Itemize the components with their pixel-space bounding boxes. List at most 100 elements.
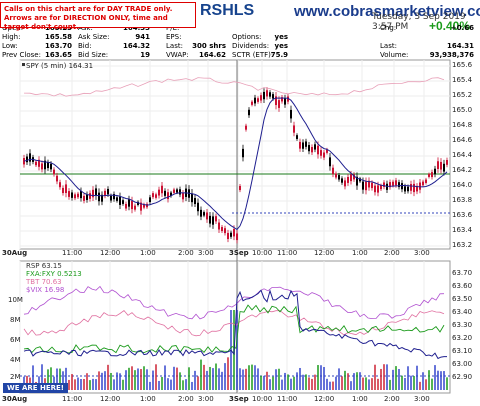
candle-body [239,186,241,191]
volume-bar [101,372,103,390]
x-tick: 11:00 [62,249,83,257]
candle-body [419,182,421,190]
x-tick: 2:00 [384,395,400,403]
candle-body [284,98,286,105]
candle-body [44,160,46,170]
day-trade-note: Calls on this chart are for DAY TRADE on… [0,2,196,31]
quote-value: +0.66 [450,24,474,32]
x-tick: 3Sep [229,395,249,403]
candle-body [416,185,418,192]
candle-body [167,192,169,200]
x-tick: 3Sep [229,249,249,257]
candle-body [374,185,376,193]
quote-label: High: [2,33,21,41]
candle-body [182,193,184,200]
volume-bar [218,368,220,390]
candle-body [311,147,313,153]
volume-bar [422,372,424,390]
candle-body [404,186,406,192]
quote-label: Prev Close: [2,51,41,59]
candle-body [260,95,262,101]
volume-bar [392,369,394,390]
volume-bar [272,376,274,390]
volume-bar [158,380,160,390]
volume-bar [146,369,148,390]
candle-body [71,192,73,198]
price-y-axis: 165.6 165.4 165.2 165.0 164.8 164.6 164.… [452,0,480,260]
candle-body [209,215,211,224]
y-tick: 163.4 [452,226,473,234]
volume-bar [134,370,136,390]
y-tick: 63.50 [452,295,473,303]
y-tick: 164.0 [452,181,473,189]
y-tick: 63.70 [452,269,473,277]
candle-body [116,197,118,201]
legend-vix: $VIX 16.98 [26,286,65,294]
volume-bar [248,365,250,390]
x-axis-price: 30Aug 11:00 12:00 1:00 2:00 3:00 3Sep 10… [0,249,480,259]
volume-bar [386,364,388,390]
candle-body [86,194,88,200]
candle-body [368,180,370,188]
y-tick: 165.2 [452,91,473,99]
volume-bar [203,364,205,390]
volume-bar [170,379,172,390]
legend-fxa-fxy: FXA:FXY 0.5213 [26,270,82,278]
volume-bar [440,371,442,390]
volume-bar [221,371,223,390]
quote-table: Open: 165.23 Ask: 164.33 P/E: Chg: +0.66… [0,24,480,60]
candle-body [275,96,277,106]
volume-bar [59,368,61,390]
volume-bar [443,371,445,390]
volume-bar [404,377,406,390]
volume-bar [71,374,73,390]
volume-bar [197,376,199,390]
volume-bar [335,376,337,390]
candle-body [323,152,325,158]
candle-body [251,101,253,105]
candle-body [236,233,238,241]
volume-bar [155,364,157,390]
volume-bar [125,370,127,390]
quote-label: Last: [380,42,397,50]
candle-body [359,178,361,182]
quote-label: SCTR (ETF): [232,51,274,59]
watermark[interactable]: www.cobrasmarketview.com [294,3,480,20]
candle-body [122,200,124,204]
x-tick: 1:00 [352,249,368,257]
volume-bar [317,365,319,390]
volume-bar [428,370,430,390]
quote-value: 93,938,376 [429,51,474,59]
legend-rsp: RSP 63.15 [26,262,62,270]
candle-body [380,185,382,190]
volume-bar [284,372,286,390]
candle-body [110,195,112,201]
candle-body [269,92,271,97]
legend-tbt: TBT 70.63 [26,278,62,286]
candle-body [59,182,61,188]
x-tick: 3:00 [414,395,430,403]
quote-label: Options: [232,33,262,41]
volume-bar [32,365,34,390]
quote-value: 163.65 [44,51,72,59]
candle-body [296,135,298,139]
quote-label: EPS: [166,33,182,41]
chart-title: RSHLS [200,2,255,19]
candle-body [254,97,256,104]
candle-body [101,194,103,202]
y-tick: 164.4 [452,151,473,159]
price-legend: SPY (5 min) 164.31 [26,62,94,70]
volume-bar [260,375,262,390]
volume-bar [389,379,391,390]
quote-value: 300 shrs [192,42,226,50]
y-tick: 63.00 [452,360,473,368]
quote-value: 165.58 [44,33,72,41]
candle-body [281,97,283,102]
candle-body [170,192,172,197]
volume-bar [296,372,298,390]
candle-body [161,185,163,194]
volume-bar [338,368,340,390]
moving-average-line [23,97,448,231]
volume-bar [290,378,292,390]
